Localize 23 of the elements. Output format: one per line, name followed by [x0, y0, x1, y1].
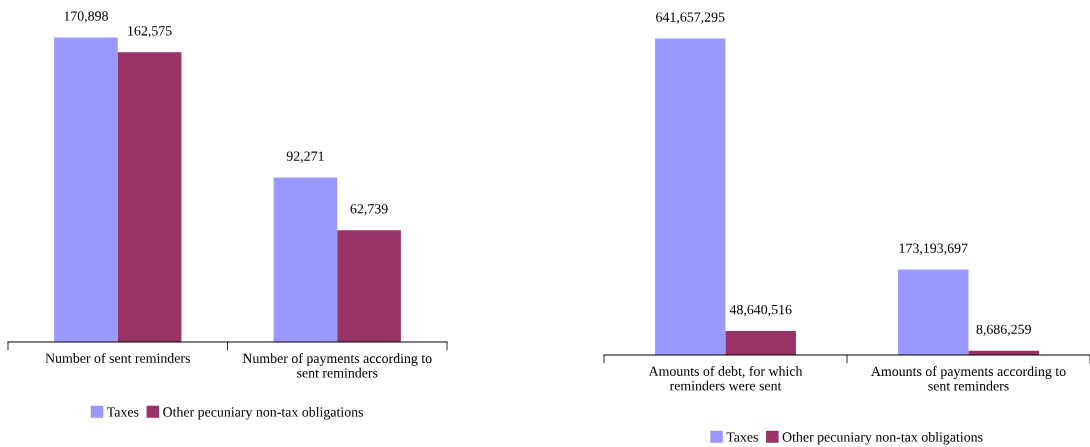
legend-label: Taxes	[107, 407, 139, 417]
data-label: 641,657,295	[656, 12, 725, 24]
data-label: 162,575	[128, 26, 172, 38]
bar	[655, 38, 726, 355]
x-tick-label: Number of sent reminders	[45, 352, 190, 363]
x-tick-label: Number of payments according to sent reminders	[242, 353, 432, 378]
x-tick-label: Amounts of payments according to sent reminders	[871, 366, 1066, 391]
bar	[273, 177, 338, 342]
bar	[337, 230, 401, 342]
data-label: 62,739	[350, 204, 388, 216]
data-label: 92,271	[286, 151, 324, 163]
bar	[725, 331, 796, 355]
legend-label: Other pecuniary non-tax obligations	[163, 406, 364, 420]
bar	[117, 52, 182, 342]
bar	[54, 37, 118, 342]
x-tick-label: Amounts of debt, for which reminders were sent	[648, 365, 803, 391]
data-label: 48,640,516	[729, 304, 792, 317]
data-label: 173,193,697	[899, 243, 968, 255]
legend-label: Taxes	[726, 432, 758, 442]
data-label: 170,898	[64, 11, 108, 23]
bar	[898, 269, 969, 355]
data-label: 8,686,259	[976, 324, 1031, 336]
legend-label: Other pecuniary non-tax obligations	[782, 431, 983, 445]
